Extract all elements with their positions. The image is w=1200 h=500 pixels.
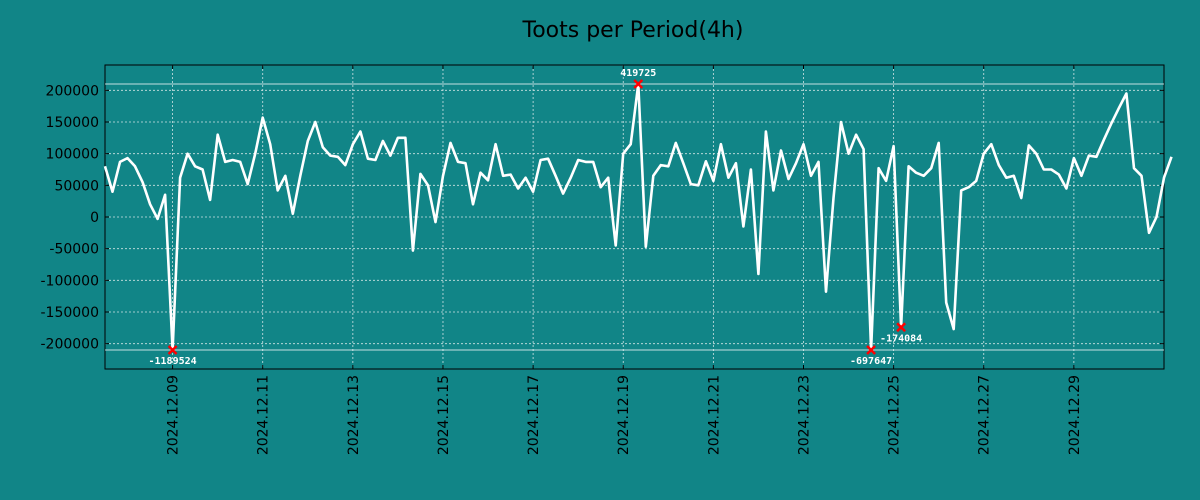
- outlier-annotation: -1189524: [149, 345, 197, 367]
- outlier-annotation: -174084: [880, 322, 922, 344]
- x-axis: 2024.12.09 2024.12.11 2024.12.13 2024.12.15…: [166, 65, 1083, 455]
- grid: [105, 65, 1164, 369]
- outlier-marker: [167, 345, 178, 355]
- x-tick-label: 2024.12.17: [526, 375, 542, 455]
- y-tick-label: 50000: [54, 178, 99, 194]
- y-tick-label: 100000: [46, 147, 99, 163]
- x-tick-label: 2024.12.13: [346, 375, 362, 455]
- outlier-marker: [866, 345, 876, 355]
- y-tick-label: 150000: [46, 115, 99, 131]
- clip-lines: [105, 83, 1164, 351]
- y-tick-label: 200000: [46, 83, 99, 99]
- outlier-marker: [896, 322, 907, 333]
- y-tick-label: 0: [90, 210, 99, 226]
- outlier-marker: [633, 79, 644, 89]
- x-tick-label: 2024.12.19: [616, 375, 632, 455]
- outlier-annotation: 419725: [620, 68, 656, 89]
- chart-title: Toots per Period(4h): [522, 18, 744, 43]
- x-tick-label: 2024.12.25: [887, 375, 903, 455]
- x-tick-label: 2024.12.23: [796, 375, 812, 455]
- outlier-label: 419725: [620, 68, 656, 79]
- outlier-label: -174084: [880, 333, 922, 344]
- y-tick-label: -150000: [41, 305, 100, 321]
- x-tick-label: 2024.12.15: [436, 375, 452, 455]
- x-tick-label: 2024.12.27: [977, 375, 993, 455]
- y-tick-label: -200000: [41, 337, 100, 353]
- outlier-label: -697647: [850, 356, 892, 367]
- y-tick-label: -100000: [41, 273, 100, 289]
- x-tick-label: 2024.12.09: [166, 375, 182, 455]
- x-tick-label: 2024.12.11: [256, 375, 272, 455]
- x-tick-label: 2024.12.29: [1067, 375, 1083, 455]
- outlier-annotation: -697647: [850, 345, 892, 367]
- y-tick-label: -50000: [49, 242, 99, 258]
- annotations: -1189524 419725 -697647 -174084: [149, 68, 923, 367]
- outlier-label: -1189524: [149, 356, 197, 367]
- y-axis: 200000 150000 100000 50000 0 -50000 -100000 -15…: [41, 83, 1164, 353]
- x-tick-label: 2024.12.21: [706, 375, 722, 455]
